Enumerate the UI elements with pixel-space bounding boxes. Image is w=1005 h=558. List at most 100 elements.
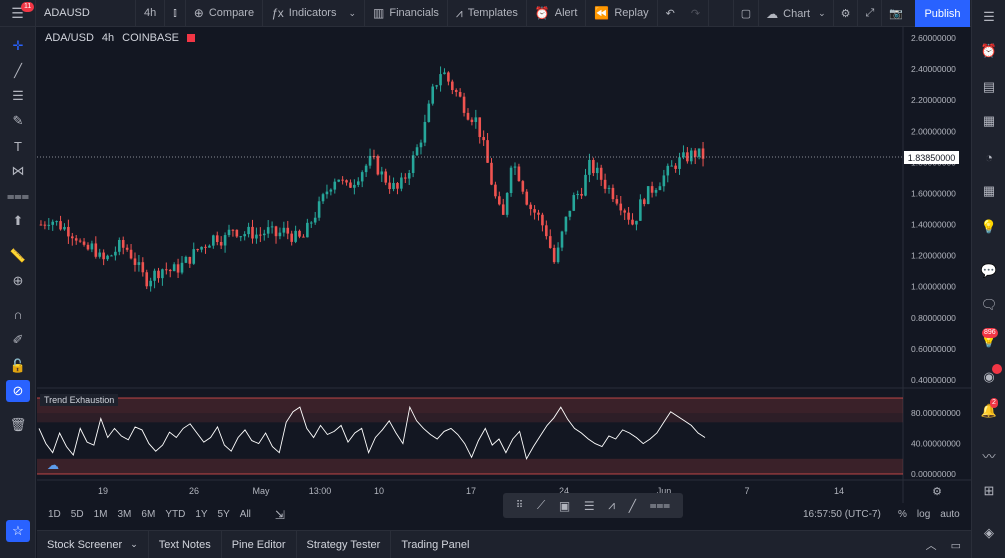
chart-layout-label: Chart xyxy=(783,7,811,20)
ideas-button[interactable]: 💡 xyxy=(977,216,1001,238)
percent-scale-toggle[interactable]: % xyxy=(898,509,907,520)
drag-handle-icon[interactable]: ⠿ xyxy=(515,500,524,511)
compare-button[interactable]: ⊕ Compare xyxy=(186,0,264,27)
favorites-tool[interactable]: ☆ xyxy=(6,520,30,542)
streams-button[interactable]: ◉ xyxy=(977,366,1001,388)
chart-canvas[interactable]: 2.60000000 2.40000000 2.20000000 2.00000000… xyxy=(37,27,971,503)
chart-layout-button[interactable]: ☁ Chart ⌄ xyxy=(758,0,832,27)
candle-body xyxy=(474,117,478,123)
settings-button[interactable]: ⚙ xyxy=(832,0,858,27)
symbol-search[interactable]: ADAUSD xyxy=(36,0,136,27)
stay-drawing-tool[interactable]: ✐ xyxy=(6,329,30,351)
chats-button[interactable]: 💬 xyxy=(977,260,1001,282)
calendar-button[interactable]: ◔ xyxy=(977,146,1001,168)
hide-drawings-tool[interactable]: ⊘ xyxy=(6,380,30,402)
lines-icon[interactable]: ☰ xyxy=(583,498,595,513)
trading-button[interactable]: 〰 xyxy=(977,444,1001,466)
maximize-icon[interactable]: ▭ xyxy=(950,539,961,552)
candle-body xyxy=(231,229,235,231)
prediction-tool[interactable]: ⩶ xyxy=(6,185,30,207)
crosshair-tool[interactable]: ✛ xyxy=(6,35,30,57)
fullscreen-button[interactable]: ⤢ xyxy=(857,0,881,27)
financials-button[interactable]: ▥ Financials xyxy=(365,0,448,27)
trend-line-tool[interactable]: ╱ xyxy=(6,60,30,82)
messages-button[interactable]: 🗨 xyxy=(977,294,1001,316)
candle-body xyxy=(494,184,497,197)
hotlists-button[interactable]: ▦ xyxy=(977,110,1001,132)
candle-body xyxy=(71,236,74,239)
tab-stock-screener[interactable]: Stock Screener ⌄ xyxy=(37,530,149,558)
templates-button[interactable]: ⩘ Templates xyxy=(448,0,527,27)
candle-body xyxy=(255,234,258,239)
redo-button[interactable]: ↷ xyxy=(683,0,710,27)
undo-button[interactable]: ↶ xyxy=(658,0,683,27)
zoom-tool[interactable]: ⊕ xyxy=(6,270,30,292)
pattern-tool[interactable]: ⋈ xyxy=(6,160,30,182)
chevron-up-icon[interactable]: ︿ xyxy=(925,540,937,552)
snapshot-button[interactable]: 📷 xyxy=(881,0,910,27)
candle-body xyxy=(298,230,301,237)
data-window-button[interactable]: ▤ xyxy=(977,76,1001,98)
watchlist-button[interactable]: ☰ xyxy=(977,6,1001,28)
brush-tool[interactable]: ✎ xyxy=(6,110,30,132)
candle-body xyxy=(364,165,368,173)
tf-all[interactable]: All xyxy=(239,509,251,520)
time-tick-label: 17 xyxy=(466,486,476,496)
main-menu-button[interactable]: ☰ 11 xyxy=(0,0,36,27)
drawing-toolbar: ✛ ╱ ☰ ✎ T ⋈ ⩶ ⬆ 📏 ⊕ ∩ ✐ 🔓 ⊘ 🗑 ☆ xyxy=(0,27,36,558)
tf-1m[interactable]: 1M xyxy=(93,509,108,520)
publish-button[interactable]: Publish xyxy=(915,0,970,27)
auto-scale-toggle[interactable]: auto xyxy=(940,509,960,520)
tab-text-notes[interactable]: Text Notes xyxy=(149,530,222,558)
tf-1d[interactable]: 1D xyxy=(48,509,61,520)
tf-3m[interactable]: 3M xyxy=(117,509,132,520)
indicator-title[interactable]: Trend Exhaustion xyxy=(40,394,119,406)
candle-body xyxy=(658,186,662,191)
indicators-button[interactable]: ƒx Indicators ⌄ xyxy=(263,0,366,27)
tf-5y[interactable]: 5Y xyxy=(217,509,230,520)
chart-style-button[interactable]: ⫾ xyxy=(165,0,186,27)
goto-date-icon[interactable]: ⇲ xyxy=(274,507,285,522)
layers-button[interactable]: ◈ xyxy=(977,522,1001,544)
fullscreen-layout-button[interactable]: ▢ xyxy=(732,0,758,27)
magnet-tool[interactable]: ∩ xyxy=(6,303,30,325)
candle-body xyxy=(404,177,407,179)
dom-button[interactable]: ▦ xyxy=(977,180,1001,202)
replay-button[interactable]: ⏪ Replay xyxy=(586,0,658,27)
log-scale-toggle[interactable]: log xyxy=(916,509,931,520)
screener-button[interactable]: ⊞ xyxy=(977,480,1001,502)
tf-6m[interactable]: 6M xyxy=(141,509,156,520)
zigzag-icon[interactable]: ⩘ xyxy=(608,498,616,512)
chart-legend: ADA/USD 4h COINBASE xyxy=(45,32,196,44)
arrow-tool[interactable]: ⬆ xyxy=(6,210,30,232)
remove-drawings-tool[interactable]: 🗑 xyxy=(6,414,30,436)
alert-button[interactable]: ⏰ Alert xyxy=(527,0,587,27)
candle-body xyxy=(192,249,196,264)
rectangle-icon[interactable]: ▣ xyxy=(558,498,571,513)
text-tool[interactable]: T xyxy=(6,135,30,157)
candle-body xyxy=(110,255,113,257)
alerts-button[interactable]: ⏰ xyxy=(977,40,1001,62)
fib-lines-icon: ☰ xyxy=(12,88,24,103)
tab-strategy-tester[interactable]: Strategy Tester xyxy=(297,530,392,558)
fib-tool[interactable]: ☰ xyxy=(6,85,30,107)
interval-button[interactable]: 4h xyxy=(136,0,166,27)
draw-brush-icon[interactable]: ⟋ xyxy=(536,498,546,512)
candle-body xyxy=(219,242,223,246)
line-icon[interactable]: ╱ xyxy=(628,498,636,513)
candle-body xyxy=(94,243,98,257)
candle-body xyxy=(584,174,587,196)
clock[interactable]: 16:57:50 (UTC-7) xyxy=(803,509,881,520)
tf-5d[interactable]: 5D xyxy=(70,509,84,520)
tf-1y[interactable]: 1Y xyxy=(195,509,208,520)
lock-drawings-tool[interactable]: 🔓 xyxy=(6,355,30,377)
tab-pine-editor[interactable]: Pine Editor xyxy=(222,530,297,558)
sliders-icon[interactable]: ⩶ xyxy=(649,498,671,512)
candle-body xyxy=(443,72,446,75)
tab-trading-panel[interactable]: Trading Panel xyxy=(401,538,470,551)
candle-body xyxy=(223,235,227,246)
candle-body xyxy=(125,247,129,250)
tf-ytd[interactable]: YTD xyxy=(165,509,186,520)
candle-body xyxy=(482,137,485,141)
ruler-tool[interactable]: 📏 xyxy=(6,245,30,267)
